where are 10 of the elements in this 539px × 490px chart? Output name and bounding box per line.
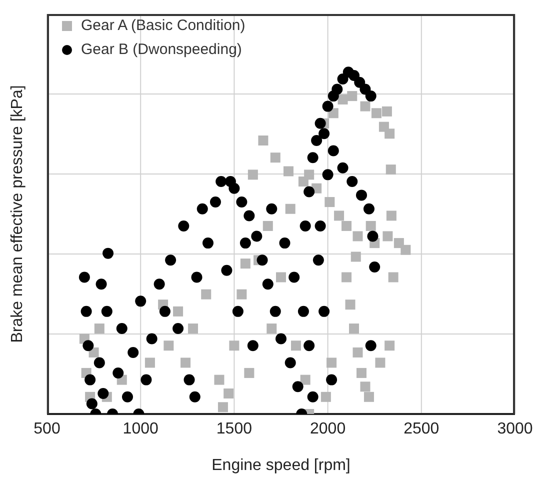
y-axis-title: Brake mean effective pressure [kPa] bbox=[9, 85, 27, 343]
legend-label: Gear A (Basic Condition) bbox=[81, 16, 246, 36]
x-tick-label: 3000 bbox=[497, 420, 533, 438]
x-tick-label: 2500 bbox=[404, 420, 440, 438]
legend-label: Gear B (Dwonspeeding) bbox=[81, 40, 242, 60]
x-tick-label: 2000 bbox=[310, 420, 346, 438]
x-tick-label: 500 bbox=[34, 420, 60, 438]
x-axis-title: Engine speed [rpm] bbox=[212, 457, 350, 474]
x-tick-label: 1500 bbox=[216, 420, 252, 438]
x-tick-label: 1000 bbox=[122, 420, 158, 438]
